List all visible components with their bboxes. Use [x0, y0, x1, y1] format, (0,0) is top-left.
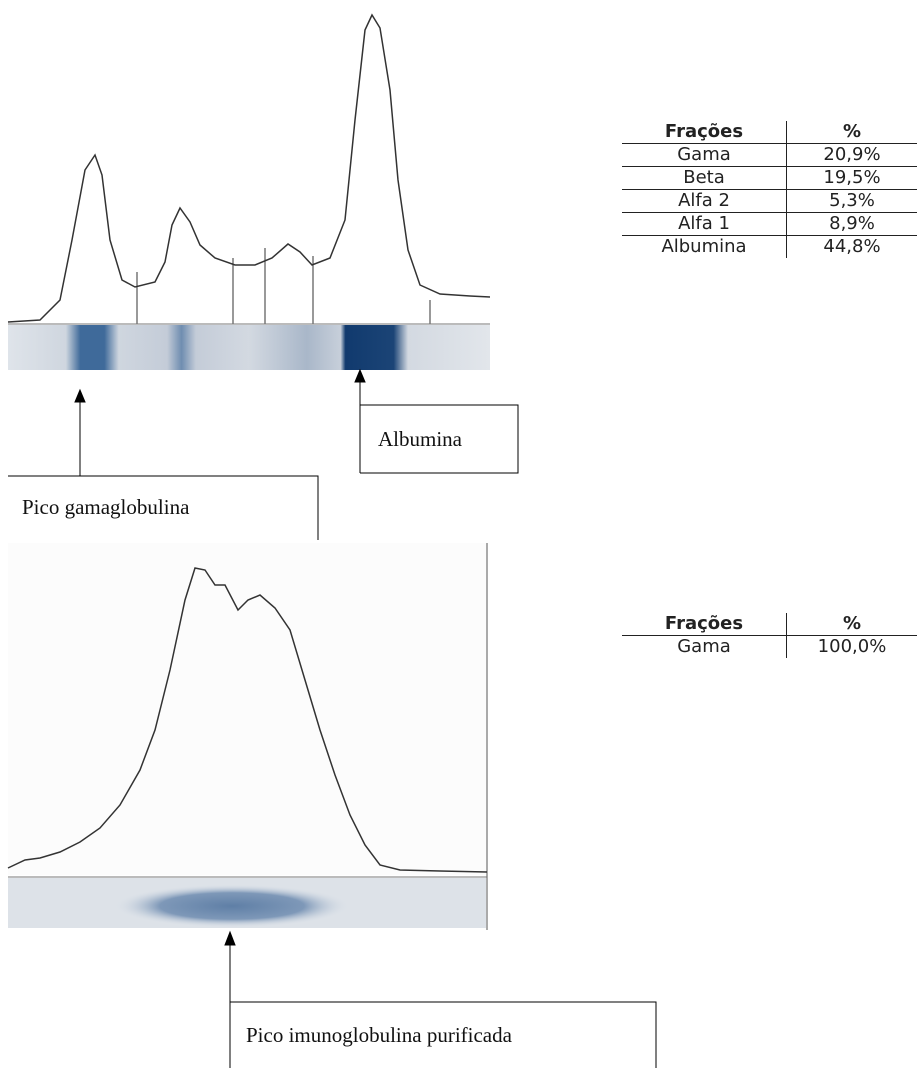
table-cell: Gama — [622, 636, 787, 659]
header-cell: % — [787, 121, 918, 144]
table-cell: 100,0% — [787, 636, 918, 659]
table-cell: Alfa 2 — [622, 190, 787, 213]
table-cell: 8,9% — [787, 213, 918, 236]
bottom-densitogram — [8, 543, 487, 930]
table-cell: Gama — [622, 144, 787, 167]
header-cell: % — [787, 613, 918, 636]
header-row: Frações% — [622, 121, 917, 144]
table-cell: 20,9% — [787, 144, 918, 167]
page: Albumina Pico gamaglobulina Pico imunogl… — [0, 0, 919, 1070]
table-cell: Alfa 1 — [622, 213, 787, 236]
table-cell: Beta — [622, 167, 787, 190]
callout-label: Pico gamaglobulina — [22, 495, 190, 519]
header-row: Frações% — [622, 613, 917, 636]
table-cell: Albumina — [622, 236, 787, 259]
header-cell: Frações — [622, 613, 787, 636]
callout-label: Pico imunoglobulina purificada — [246, 1023, 513, 1047]
table-cell: 44,8% — [787, 236, 918, 259]
callout-label: Albumina — [378, 427, 463, 451]
header-cell: Frações — [622, 121, 787, 144]
table-cell: 5,3% — [787, 190, 918, 213]
table-cell: 19,5% — [787, 167, 918, 190]
top-densitogram — [8, 15, 490, 370]
